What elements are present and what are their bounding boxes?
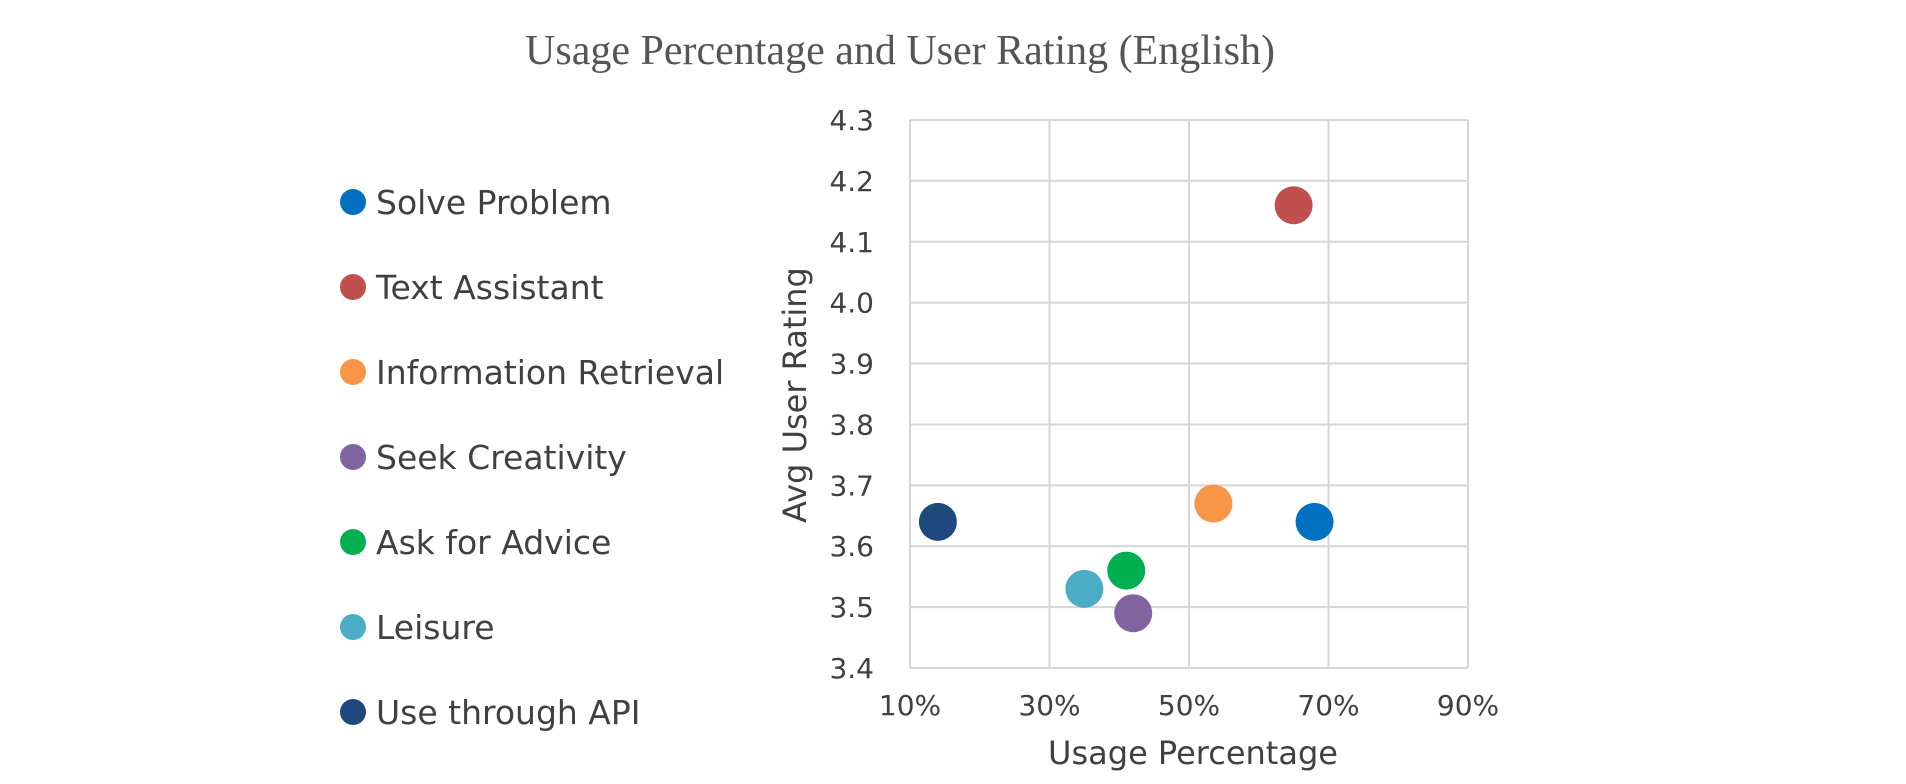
legend-item-information-retrieval: Information Retrieval [340,353,724,392]
legend-marker [340,699,366,725]
point-text-assistant [1274,186,1313,225]
legend-marker [340,529,366,555]
x-tick-label: 50% [1158,689,1220,722]
legend-item-text-assistant: Text Assistant [340,268,604,307]
legend-label: Text Assistant [375,268,604,307]
y-tick-label: 3.6 [829,530,874,563]
y-tick-label: 4.1 [829,226,874,259]
y-tick-label: 3.5 [829,591,874,624]
legend-marker [340,359,366,385]
y-axis-ticks: 3.4 3.5 3.6 3.7 3.8 3.9 4.0 4.1 4.2 4.3 [829,104,874,685]
point-information-retrieval [1194,484,1233,523]
legend-label: Solve Problem [376,183,612,222]
legend-item-ask-for-advice: Ask for Advice [340,523,611,562]
y-axis-label: Avg User Rating [776,267,814,523]
y-tick-label: 3.8 [829,408,874,441]
x-axis-label: Usage Percentage [1048,734,1338,772]
x-tick-label: 30% [1018,689,1080,722]
legend-marker [340,444,366,470]
legend-item-use-through-api: Use through API [340,693,641,732]
x-tick-label: 90% [1437,689,1499,722]
y-tick-label: 4.3 [829,104,874,137]
legend-label: Leisure [376,608,495,647]
x-tick-label: 70% [1297,689,1359,722]
legend-label: Seek Creativity [376,438,627,477]
y-tick-label: 3.9 [829,348,874,381]
point-ask-for-advice [1107,551,1146,590]
legend-marker [340,189,366,215]
point-use-through-api [918,502,957,541]
y-tick-label: 3.7 [829,469,874,502]
chart-title: Usage Percentage and User Rating (Englis… [525,28,1275,74]
legend-label: Ask for Advice [376,523,611,562]
x-tick-label: 10% [879,689,941,722]
legend-item-leisure: Leisure [340,608,495,647]
data-points [918,186,1334,633]
point-seek-creativity [1114,594,1153,633]
legend-item-seek-creativity: Seek Creativity [340,438,627,477]
legend: Solve Problem Text Assistant Information R… [340,183,724,732]
y-tick-label: 3.4 [829,652,874,685]
legend-label: Use through API [376,693,641,732]
legend-label: Information Retrieval [376,353,724,392]
legend-marker [340,274,366,300]
y-tick-label: 4.0 [829,287,874,320]
x-axis-ticks: 10% 30% 50% 70% 90% [879,689,1499,722]
y-tick-label: 4.2 [829,165,874,198]
legend-item-solve-problem: Solve Problem [340,183,612,222]
plot-grid [909,119,1469,669]
legend-marker [340,614,366,640]
point-leisure [1065,569,1104,608]
point-solve-problem [1295,502,1334,541]
